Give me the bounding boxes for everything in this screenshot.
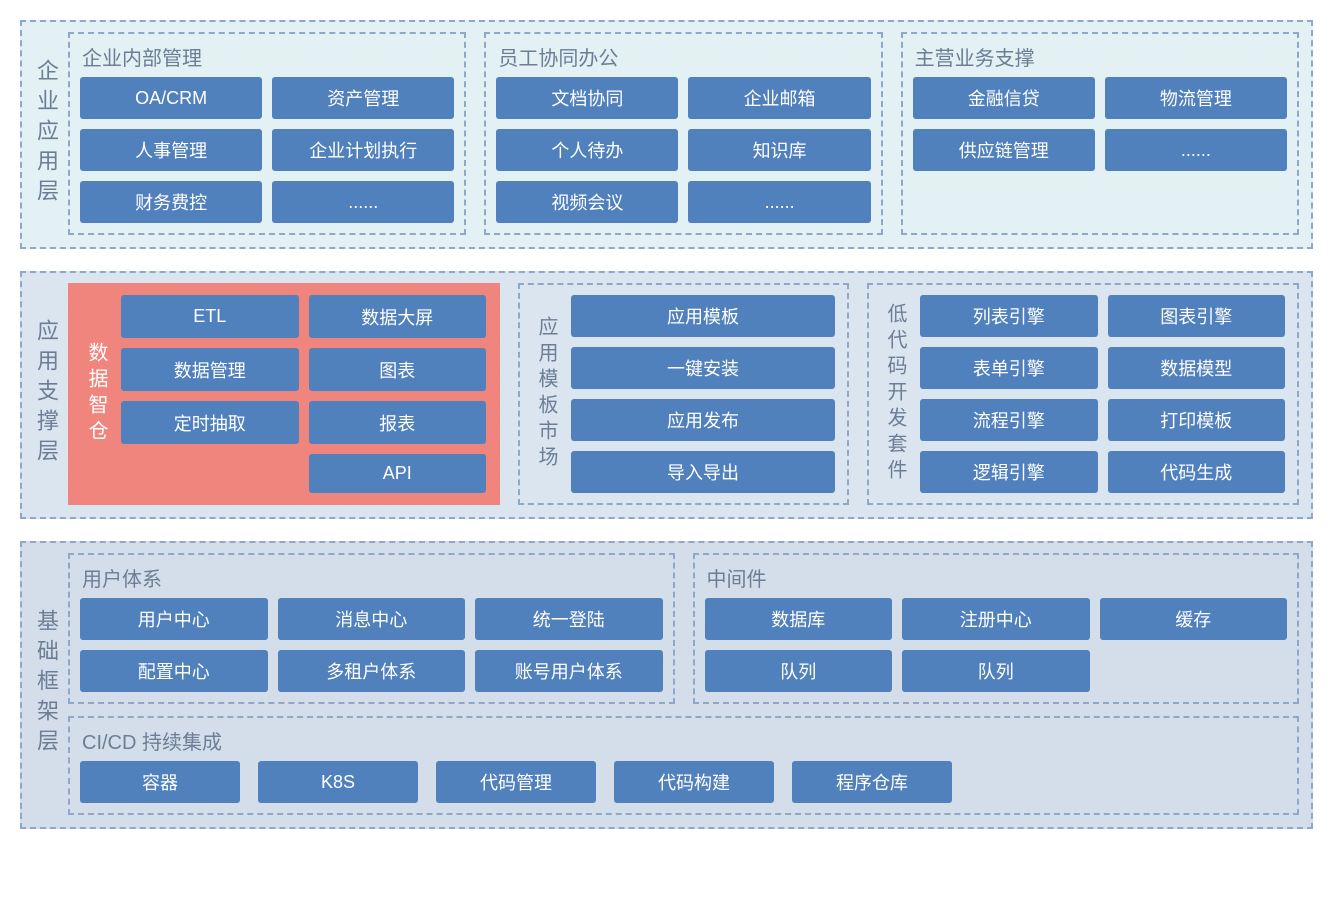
- item: 数据库: [705, 598, 893, 640]
- layer-app-support: 应用支撑层 数据智仓 ETL 数据大屏 数据管理 图表 定时抽取 报表 API …: [20, 271, 1313, 519]
- item: ETL: [121, 295, 299, 338]
- item: API: [309, 454, 487, 493]
- group-user-system: 用户体系 用户中心 消息中心 统一登陆 配置中心 多租户体系 账号用户体系: [68, 553, 675, 704]
- item: 企业邮箱: [688, 77, 870, 119]
- item: 队列: [705, 650, 893, 692]
- item: 企业计划执行: [272, 129, 454, 171]
- vgroup-label: 低代码开发套件: [881, 295, 910, 493]
- group-middleware: 中间件 数据库 注册中心 缓存 队列 队列: [693, 553, 1300, 704]
- item: 代码管理: [436, 761, 596, 803]
- layer1-body: 企业内部管理 OA/CRM 资产管理 人事管理 企业计划执行 财务费控 ....…: [68, 32, 1299, 235]
- item: 财务费控: [80, 181, 262, 223]
- group-title: 员工协同办公: [496, 42, 870, 71]
- item: 应用发布: [571, 399, 835, 441]
- item: 定时抽取: [121, 401, 299, 444]
- group-internal-mgmt: 企业内部管理 OA/CRM 资产管理 人事管理 企业计划执行 财务费控 ....…: [68, 32, 466, 235]
- group-grid: OA/CRM 资产管理 人事管理 企业计划执行 财务费控 ......: [80, 77, 454, 223]
- item: 用户中心: [80, 598, 268, 640]
- item: 报表: [309, 401, 487, 444]
- item: 物流管理: [1105, 77, 1287, 119]
- layer2-label: 应用支撑层: [28, 283, 68, 505]
- item: 配置中心: [80, 650, 268, 692]
- item: 代码生成: [1108, 451, 1286, 493]
- group-lowcode-suite: 低代码开发套件 列表引擎 图表引擎 表单引擎 数据模型 流程引擎 打印模板 逻辑…: [867, 283, 1299, 505]
- item: 代码构建: [614, 761, 774, 803]
- item: 消息中心: [278, 598, 466, 640]
- item: 缓存: [1100, 598, 1288, 640]
- layer-base-framework: 基础框架层 用户体系 用户中心 消息中心 统一登陆 配置中心 多租户体系 账号用…: [20, 541, 1313, 829]
- group-title: 用户体系: [80, 563, 663, 592]
- item: 金融信贷: [913, 77, 1095, 119]
- item: 数据管理: [121, 348, 299, 391]
- item: 流程引擎: [920, 399, 1098, 441]
- layer1-label: 企业应用层: [28, 32, 68, 235]
- item: 账号用户体系: [475, 650, 663, 692]
- vgroup-body: 应用模板 一键安装 应用发布 导入导出: [571, 295, 835, 493]
- item: 多租户体系: [278, 650, 466, 692]
- group-grid: 金融信贷 物流管理 供应链管理 ......: [913, 77, 1287, 171]
- item: 程序仓库: [792, 761, 952, 803]
- item: 供应链管理: [913, 129, 1095, 171]
- item: 逻辑引擎: [920, 451, 1098, 493]
- layer3-row1: 用户体系 用户中心 消息中心 统一登陆 配置中心 多租户体系 账号用户体系 中间…: [68, 553, 1299, 704]
- vgroup-body: ETL 数据大屏 数据管理 图表 定时抽取 报表 API: [121, 295, 486, 493]
- item: 知识库: [688, 129, 870, 171]
- item: 个人待办: [496, 129, 678, 171]
- group-business-support: 主营业务支撑 金融信贷 物流管理 供应链管理 ......: [901, 32, 1299, 235]
- item: 打印模板: [1108, 399, 1286, 441]
- item: 视频会议: [496, 181, 678, 223]
- item: OA/CRM: [80, 77, 262, 119]
- layer2-row: 数据智仓 ETL 数据大屏 数据管理 图表 定时抽取 报表 API 应用模板市场…: [68, 283, 1299, 505]
- item: 数据大屏: [309, 295, 487, 338]
- vgroup-body: 列表引擎 图表引擎 表单引擎 数据模型 流程引擎 打印模板 逻辑引擎 代码生成: [920, 295, 1285, 493]
- item: 一键安装: [571, 347, 835, 389]
- group-grid: 文档协同 企业邮箱 个人待办 知识库 视频会议 ......: [496, 77, 870, 223]
- layer-enterprise-app: 企业应用层 企业内部管理 OA/CRM 资产管理 人事管理 企业计划执行 财务费…: [20, 20, 1313, 249]
- vgroup-label: 数据智仓: [82, 295, 111, 493]
- item: 应用模板: [571, 295, 835, 337]
- group-title: CI/CD 持续集成: [80, 726, 1287, 755]
- item: K8S: [258, 761, 418, 803]
- item: 资产管理: [272, 77, 454, 119]
- layer3-row2: CI/CD 持续集成 容器 K8S 代码管理 代码构建 程序仓库: [68, 716, 1299, 815]
- vgroup-label: 应用模板市场: [532, 295, 561, 493]
- item: 图表: [309, 348, 487, 391]
- group-collab-office: 员工协同办公 文档协同 企业邮箱 个人待办 知识库 视频会议 ......: [484, 32, 882, 235]
- group-title: 中间件: [705, 563, 1288, 592]
- item: 注册中心: [902, 598, 1090, 640]
- layer2-body: 数据智仓 ETL 数据大屏 数据管理 图表 定时抽取 报表 API 应用模板市场…: [68, 283, 1299, 505]
- item: 人事管理: [80, 129, 262, 171]
- layer3-label: 基础框架层: [28, 553, 68, 815]
- item: 数据模型: [1108, 347, 1286, 389]
- item: 导入导出: [571, 451, 835, 493]
- group-cicd: CI/CD 持续集成 容器 K8S 代码管理 代码构建 程序仓库: [68, 716, 1299, 815]
- item: 文档协同: [496, 77, 678, 119]
- item: 列表引擎: [920, 295, 1098, 337]
- group-title: 主营业务支撑: [913, 42, 1287, 71]
- group-title: 企业内部管理: [80, 42, 454, 71]
- item: 表单引擎: [920, 347, 1098, 389]
- group-grid: 容器 K8S 代码管理 代码构建 程序仓库: [80, 761, 1287, 803]
- layer3-body: 用户体系 用户中心 消息中心 统一登陆 配置中心 多租户体系 账号用户体系 中间…: [68, 553, 1299, 815]
- item: ......: [1105, 129, 1287, 171]
- item: 容器: [80, 761, 240, 803]
- group-data-warehouse: 数据智仓 ETL 数据大屏 数据管理 图表 定时抽取 报表 API: [68, 283, 500, 505]
- layer1-row: 企业内部管理 OA/CRM 资产管理 人事管理 企业计划执行 财务费控 ....…: [68, 32, 1299, 235]
- item: 统一登陆: [475, 598, 663, 640]
- item: ......: [688, 181, 870, 223]
- item: ......: [272, 181, 454, 223]
- group-grid: 数据库 注册中心 缓存 队列 队列: [705, 598, 1288, 692]
- group-app-template-market: 应用模板市场 应用模板 一键安装 应用发布 导入导出: [518, 283, 849, 505]
- item: 图表引擎: [1108, 295, 1286, 337]
- group-grid: 用户中心 消息中心 统一登陆 配置中心 多租户体系 账号用户体系: [80, 598, 663, 692]
- item: 队列: [902, 650, 1090, 692]
